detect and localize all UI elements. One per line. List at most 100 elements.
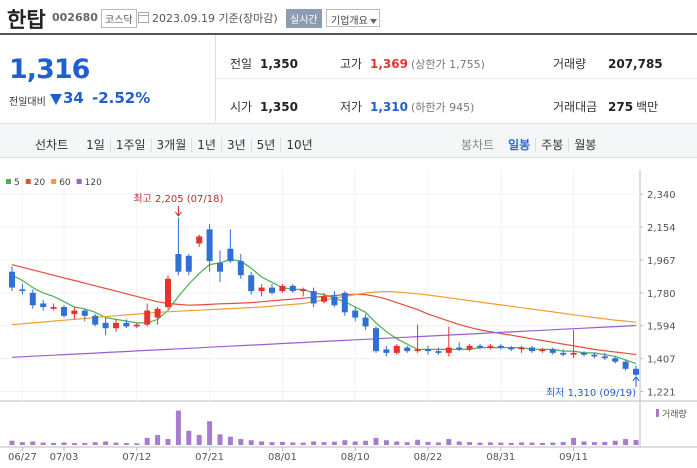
candle-body	[154, 308, 161, 318]
candle-body	[404, 347, 411, 352]
volume-bar	[103, 441, 109, 445]
field-label: 전일	[230, 57, 253, 71]
tab-bar	[0, 123, 697, 158]
row-divider	[216, 78, 697, 79]
line-tabs: 선차트 1일 1주일 3개월 1년 3년 5년 10년	[30, 134, 318, 153]
candle-body	[248, 275, 255, 292]
candle-body	[227, 248, 234, 262]
volume-bar	[633, 440, 639, 445]
volume-bar	[550, 442, 556, 445]
volume-bar	[186, 430, 192, 445]
candle-body	[414, 349, 421, 352]
volume-bar	[456, 441, 462, 445]
volume-bar	[394, 441, 400, 445]
volume-bar	[383, 440, 389, 445]
candle-body	[217, 262, 223, 272]
legend-swatch	[51, 179, 57, 184]
volume-bar	[477, 442, 483, 445]
volume-bar	[519, 442, 525, 445]
volume-bar	[591, 442, 597, 445]
period-tab[interactable]: 10년	[280, 138, 318, 152]
x-tick-label: 06/27	[8, 452, 37, 463]
candle-body	[612, 358, 619, 362]
candle-body	[269, 287, 275, 293]
volume-bar	[467, 442, 473, 445]
volume-bar	[248, 440, 254, 445]
candle-body	[40, 303, 47, 307]
volume-bar	[123, 443, 129, 445]
candle-body	[549, 349, 556, 353]
x-tick-label: 08/10	[341, 452, 370, 463]
candle-body	[456, 347, 463, 350]
field-value: 1,350	[260, 100, 298, 114]
quote-field: 전일 1,350	[230, 53, 298, 72]
current-price: 1,316	[9, 54, 90, 85]
candle-body	[165, 278, 171, 307]
volume-bar	[373, 437, 379, 445]
candle-body	[560, 352, 567, 355]
company-info-button[interactable]: 기업개요	[326, 9, 380, 27]
volume-bar	[446, 439, 452, 445]
volume-bar	[19, 442, 25, 445]
period-tab[interactable]: 1주일	[109, 138, 151, 152]
tab-group-label: 선차트	[35, 138, 69, 152]
volume-bar	[279, 441, 285, 445]
x-tick-label: 08/22	[414, 452, 443, 463]
volume-bar	[51, 442, 57, 445]
candle-body	[310, 291, 317, 304]
candle-body	[539, 349, 546, 352]
candle-body	[81, 310, 88, 316]
field-value: 1,310	[370, 100, 408, 114]
quote-divider	[215, 35, 216, 122]
period-tab[interactable]: 3개월	[150, 138, 192, 152]
field-unit: 백만	[636, 100, 659, 114]
candle-body	[591, 354, 598, 357]
candle-body	[529, 347, 535, 352]
tab-group-label: 봉차트	[461, 138, 495, 152]
legend-label: 20	[34, 178, 46, 188]
period-tab[interactable]: 1일	[86, 138, 105, 152]
x-tick-label: 08/31	[486, 452, 515, 463]
candle-body	[19, 289, 26, 292]
candle-tab[interactable]: 월봉	[568, 138, 602, 152]
candle-body	[206, 229, 213, 262]
period-tab[interactable]: 5년	[250, 138, 281, 152]
candle-body	[383, 349, 390, 353]
y-tick-label: 1,780	[647, 289, 676, 300]
volume-bar	[612, 440, 618, 445]
candle-body	[425, 349, 431, 352]
period-tab[interactable]: 1년	[191, 138, 221, 152]
realtime-button[interactable]: 실시간	[286, 9, 322, 28]
field-note: (상한가 1,755)	[410, 58, 485, 71]
candle-body	[341, 292, 348, 313]
change-amount: 34	[63, 89, 84, 107]
volume-bar	[415, 439, 421, 445]
x-tick-label: 07/21	[195, 452, 224, 463]
candle-body	[362, 317, 369, 327]
legend-swatch	[76, 179, 82, 184]
legend-swatch	[25, 179, 31, 184]
candle-body	[300, 289, 307, 292]
annotation-arrow	[175, 205, 182, 217]
candle-tab[interactable]: 일봉	[508, 138, 531, 152]
volume-bar	[602, 441, 608, 445]
candle-body	[581, 352, 587, 355]
volume-bar	[404, 442, 410, 445]
volume-bar	[560, 442, 566, 445]
x-tick-label: 08/01	[268, 452, 297, 463]
x-tick-label: 07/12	[122, 452, 151, 463]
volume-bar	[269, 442, 275, 445]
volume-bar	[498, 442, 504, 445]
volume-bar	[581, 441, 587, 445]
volume-bar	[61, 442, 67, 445]
candle-body	[508, 347, 515, 350]
change-rate: -2.52%	[92, 89, 151, 107]
quote-field: 시가 1,350	[230, 96, 298, 115]
candle-body	[71, 310, 78, 315]
y-tick-label: 1,221	[647, 388, 676, 399]
x-tick-label: 09/11	[559, 452, 588, 463]
period-tab[interactable]: 3년	[220, 138, 251, 152]
calendar-icon	[138, 12, 149, 23]
candle-body	[352, 310, 359, 318]
candle-tab[interactable]: 주봉	[535, 138, 569, 152]
